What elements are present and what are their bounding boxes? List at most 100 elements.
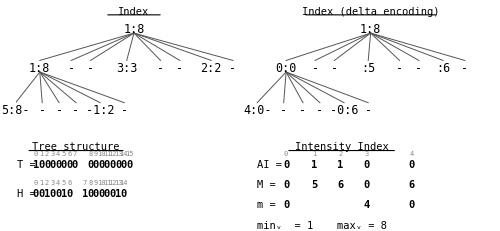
Text: 1: 1 bbox=[115, 188, 121, 198]
Text: 3:3: 3:3 bbox=[116, 61, 138, 74]
Text: 4:0-: 4:0- bbox=[243, 103, 272, 116]
Text: maxᵥ = 8: maxᵥ = 8 bbox=[337, 220, 387, 230]
Text: 5:8-: 5:8- bbox=[2, 103, 30, 116]
Text: -1:2: -1:2 bbox=[86, 103, 115, 116]
Text: 8: 8 bbox=[88, 179, 92, 185]
Text: 5: 5 bbox=[62, 179, 66, 185]
Text: 0: 0 bbox=[115, 159, 121, 169]
Text: 0: 0 bbox=[66, 159, 72, 169]
Text: Tree structure: Tree structure bbox=[32, 141, 120, 151]
Text: -: - bbox=[120, 103, 128, 116]
Text: 0: 0 bbox=[33, 188, 39, 198]
Text: -: - bbox=[157, 61, 164, 74]
Text: 10: 10 bbox=[97, 150, 106, 156]
Text: -: - bbox=[230, 61, 236, 74]
Text: 4: 4 bbox=[56, 150, 60, 156]
Text: 0: 0 bbox=[283, 199, 289, 209]
Text: 0: 0 bbox=[110, 159, 116, 169]
Text: 5: 5 bbox=[62, 150, 66, 156]
Text: 1:8: 1:8 bbox=[29, 61, 50, 74]
Text: 0: 0 bbox=[98, 188, 104, 198]
Text: 12: 12 bbox=[108, 179, 116, 185]
Text: 4: 4 bbox=[363, 199, 370, 209]
Text: 5: 5 bbox=[311, 179, 317, 189]
Text: 7: 7 bbox=[82, 179, 87, 185]
Text: 0: 0 bbox=[72, 159, 78, 169]
Text: -: - bbox=[364, 103, 372, 116]
Text: 9: 9 bbox=[94, 150, 98, 156]
Text: 0: 0 bbox=[98, 159, 104, 169]
Text: 1: 1 bbox=[82, 188, 88, 198]
Text: 2: 2 bbox=[45, 150, 49, 156]
Text: 11: 11 bbox=[102, 179, 111, 185]
Text: -: - bbox=[72, 103, 80, 116]
Text: 0: 0 bbox=[66, 188, 72, 198]
Text: 0: 0 bbox=[283, 159, 289, 169]
Text: -: - bbox=[87, 61, 94, 74]
Text: 0: 0 bbox=[408, 199, 415, 209]
Text: Index: Index bbox=[118, 7, 150, 17]
Text: 0: 0 bbox=[60, 159, 67, 169]
Text: 2: 2 bbox=[45, 179, 49, 185]
Text: 0: 0 bbox=[55, 188, 62, 198]
Text: 0: 0 bbox=[34, 150, 38, 156]
Text: 0: 0 bbox=[408, 159, 415, 169]
Text: 14: 14 bbox=[120, 179, 128, 185]
Text: 15: 15 bbox=[125, 150, 134, 156]
Text: 0: 0 bbox=[110, 188, 116, 198]
Text: Intensity Index: Intensity Index bbox=[295, 141, 388, 151]
Text: 1: 1 bbox=[337, 159, 344, 169]
Text: :6: :6 bbox=[436, 61, 450, 74]
Text: 0: 0 bbox=[92, 159, 99, 169]
Text: 0: 0 bbox=[283, 179, 289, 189]
Text: 6: 6 bbox=[67, 179, 71, 185]
Text: 0: 0 bbox=[120, 159, 126, 169]
Text: -: - bbox=[176, 61, 184, 74]
Text: 9: 9 bbox=[94, 179, 98, 185]
Text: 14: 14 bbox=[120, 150, 128, 156]
Text: 2: 2 bbox=[338, 150, 342, 156]
Text: 12: 12 bbox=[108, 150, 116, 156]
Text: 6: 6 bbox=[337, 179, 344, 189]
Text: 0: 0 bbox=[284, 150, 288, 156]
Text: 6: 6 bbox=[67, 150, 71, 156]
Text: 2:2: 2:2 bbox=[200, 61, 222, 74]
Text: m =: m = bbox=[257, 199, 276, 209]
Text: 1: 1 bbox=[33, 159, 39, 169]
Text: -0:6: -0:6 bbox=[330, 103, 358, 116]
Text: 0: 0 bbox=[104, 188, 110, 198]
Text: 13: 13 bbox=[114, 150, 122, 156]
Text: 1: 1 bbox=[40, 150, 44, 156]
Text: 0: 0 bbox=[92, 188, 99, 198]
Text: 6: 6 bbox=[408, 179, 415, 189]
Text: 0:0: 0:0 bbox=[276, 61, 297, 74]
Text: 13: 13 bbox=[114, 179, 122, 185]
Text: -: - bbox=[396, 61, 403, 74]
Text: :5: :5 bbox=[361, 61, 376, 74]
Text: 10: 10 bbox=[97, 179, 106, 185]
Text: 0: 0 bbox=[126, 159, 132, 169]
Text: 4: 4 bbox=[410, 150, 414, 156]
Text: 0: 0 bbox=[38, 159, 44, 169]
Text: 0: 0 bbox=[363, 179, 370, 189]
Text: -: - bbox=[416, 61, 422, 74]
Text: -: - bbox=[316, 103, 324, 116]
Text: 3: 3 bbox=[364, 150, 368, 156]
Text: 4: 4 bbox=[56, 179, 60, 185]
Text: Index (delta encoding): Index (delta encoding) bbox=[302, 7, 440, 17]
Text: 0: 0 bbox=[120, 188, 126, 198]
Text: 7: 7 bbox=[72, 150, 77, 156]
Text: 8: 8 bbox=[88, 150, 92, 156]
Text: 0: 0 bbox=[50, 159, 56, 169]
Text: 1: 1 bbox=[311, 159, 317, 169]
Text: -: - bbox=[331, 61, 338, 74]
Text: M =: M = bbox=[257, 179, 276, 189]
Text: 1: 1 bbox=[44, 188, 50, 198]
Text: H =: H = bbox=[17, 188, 36, 198]
Text: 0: 0 bbox=[38, 188, 44, 198]
Text: 1:8: 1:8 bbox=[360, 23, 382, 36]
Text: 1: 1 bbox=[40, 179, 44, 185]
Text: -: - bbox=[461, 61, 468, 74]
Text: 0: 0 bbox=[87, 159, 94, 169]
Text: 0: 0 bbox=[55, 159, 62, 169]
